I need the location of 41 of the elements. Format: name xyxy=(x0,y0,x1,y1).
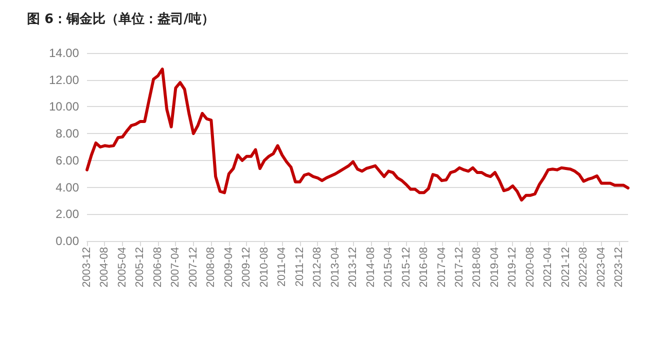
x-tick-label: 2007-04 xyxy=(170,247,182,288)
x-tick-label: 2005-04 xyxy=(116,247,128,288)
x-tick-label: 2010-08 xyxy=(258,247,270,288)
x-tick-label: 2015-12 xyxy=(400,247,412,288)
y-tick-label: 2.00 xyxy=(56,207,80,222)
x-tick-label: 2018-08 xyxy=(471,247,484,288)
y-tick-label: 14.00 xyxy=(48,46,80,60)
y-tick-label: 10.00 xyxy=(48,100,80,114)
x-tick-label: 2013-12 xyxy=(347,247,360,288)
x-tick-label: 2022-08 xyxy=(578,247,590,288)
x-tick-label: 2023-12 xyxy=(613,247,626,288)
x-tick-label: 2006-08 xyxy=(152,247,164,288)
y-tick-label: 4.00 xyxy=(56,180,80,194)
chart-title: 图 6：铜金比（单位：盎司/吨） xyxy=(27,11,214,27)
x-tick-label: 2011-04 xyxy=(276,247,288,287)
line-series xyxy=(86,68,630,202)
x-tick-label: 2021-04 xyxy=(542,247,554,288)
x-tick-label: 2008-08 xyxy=(205,247,218,288)
x-tick-label: 2023-04 xyxy=(595,247,608,288)
x-tick-label: 2011-12 xyxy=(294,247,306,287)
x-tick-label: 2015-04 xyxy=(382,247,395,288)
y-tick-label: 6.00 xyxy=(56,153,80,168)
x-tick-label: 2009-04 xyxy=(222,247,235,288)
y-tick-label: 12.00 xyxy=(48,72,80,87)
x-tick-label: 2003-12 xyxy=(81,247,93,288)
x-tick-label: 2007-12 xyxy=(187,247,200,288)
x-tick-label: 2019-12 xyxy=(506,247,519,288)
x-tick-label: 2005-12 xyxy=(134,247,146,288)
x-tick-label: 2013-04 xyxy=(329,247,342,288)
x-tick-label: 2021-12 xyxy=(560,247,572,288)
x-tick-label: 2017-04 xyxy=(436,247,448,288)
x-tick-label: 2016-08 xyxy=(418,247,430,288)
x-tick-label: 2012-08 xyxy=(312,247,324,288)
x-tick-label: 2017-12 xyxy=(453,247,466,288)
x-tick-label: 2020-08 xyxy=(524,247,536,288)
x-tick-label: 2004-08 xyxy=(98,247,111,288)
y-tick-label: 8.00 xyxy=(56,126,80,141)
x-tick-label: 2009-12 xyxy=(240,247,253,288)
x-tick-label: 2014-08 xyxy=(364,247,377,288)
x-tick-label: 2019-04 xyxy=(488,247,501,288)
y-tick-label: 0.00 xyxy=(56,234,80,248)
